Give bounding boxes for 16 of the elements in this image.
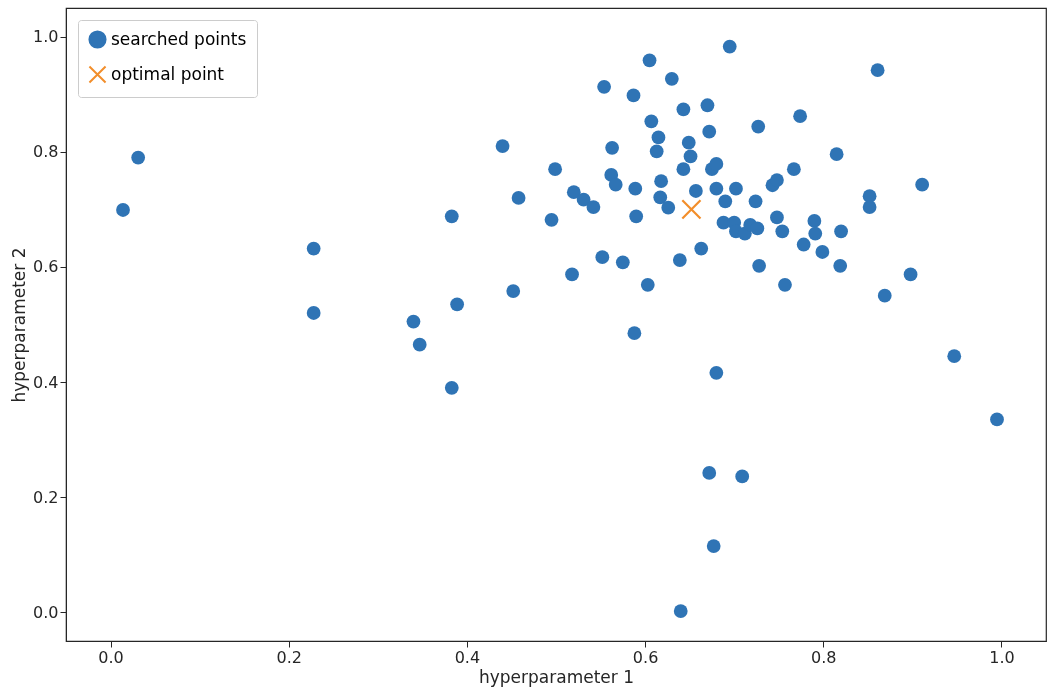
x-tick-label: 0.2 <box>276 647 302 667</box>
y-tick-label: 0.0 <box>33 602 59 622</box>
y-axis-title: hyperparameter 2 <box>9 247 30 403</box>
y-tick-label: 0.4 <box>33 372 59 392</box>
legend-label: searched points <box>111 28 247 49</box>
y-tick-label: 0.2 <box>33 487 59 507</box>
x-tick-label: 0.0 <box>98 647 124 667</box>
y-tick-label: 0.6 <box>33 257 59 277</box>
legend-label: optimal point <box>111 63 225 84</box>
y-tick-label: 1.0 <box>33 27 59 47</box>
x-tick-label: 1.0 <box>989 647 1015 667</box>
x-tick-label: 0.4 <box>454 647 481 667</box>
x-tick-label: 0.8 <box>811 647 837 667</box>
y-tick-label: 0.8 <box>33 142 59 162</box>
x-tick-label: 0.6 <box>632 647 659 667</box>
x-axis-title: hyperparameter 1 <box>478 666 635 687</box>
